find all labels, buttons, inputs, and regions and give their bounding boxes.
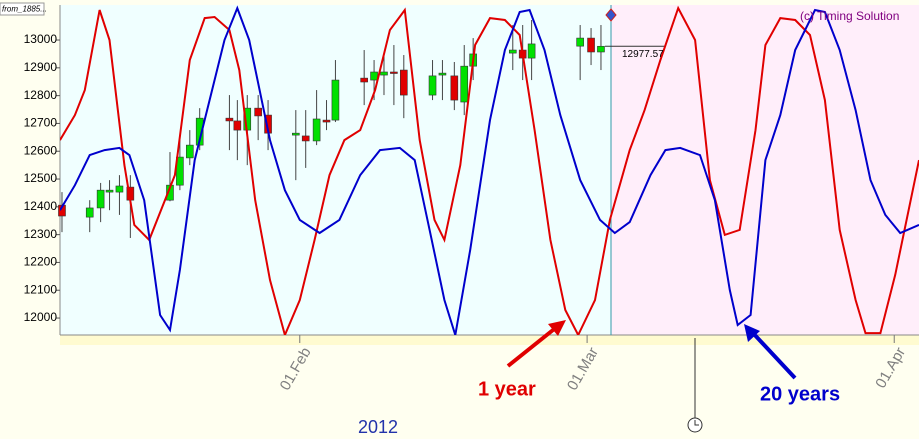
candle-body (587, 37, 595, 53)
y-tick-label: 12800 (24, 88, 58, 102)
candle-body (428, 75, 437, 96)
arrow-head-1-year (548, 320, 566, 336)
candle-body (527, 43, 536, 59)
y-tick-label: 12900 (24, 60, 58, 74)
x-axis-band (60, 335, 919, 345)
y-tick-label: 12000 (24, 310, 58, 324)
candle-body (233, 120, 242, 131)
y-tick-label: 12300 (24, 227, 58, 241)
candle-body (450, 75, 459, 101)
y-tick-label: 12200 (24, 255, 58, 269)
labels: 12977.57 1 year 20 years (478, 49, 840, 405)
candle-body (225, 117, 234, 122)
series-name: 1 year (478, 378, 536, 400)
clock-hands (694, 420, 699, 426)
x-axis-label: 2012 (358, 417, 398, 437)
copyright: (c) Timing Solution (800, 9, 899, 23)
lines (60, 5, 919, 335)
candle-body (597, 45, 605, 53)
candle-body (460, 65, 469, 103)
last-price-label: 12977.57 (622, 49, 664, 60)
y-tick-label: 13000 (24, 32, 58, 46)
series-name: 20 years (760, 383, 840, 405)
candle-body (360, 77, 368, 83)
cycle-line (60, 5, 919, 335)
candle-body (185, 144, 194, 159)
candle-body (105, 189, 114, 193)
candle-body (380, 71, 388, 76)
candle-body (292, 132, 300, 136)
candle-body (301, 135, 310, 142)
candle-body (312, 118, 321, 142)
candle-body (390, 71, 398, 74)
y-tick-label: 12400 (24, 199, 58, 213)
candle-body (438, 72, 447, 76)
y-tick-label: 12500 (24, 171, 58, 185)
y-tick-label: 12700 (24, 116, 58, 130)
history-area (60, 5, 611, 335)
candle-body (254, 107, 262, 117)
candle-body (85, 207, 94, 218)
candle-body (96, 189, 105, 209)
arrow-20-years (750, 330, 797, 380)
cycle-line (60, 5, 919, 335)
candle-body (370, 71, 378, 81)
candles (58, 20, 665, 238)
candle-body (322, 119, 331, 123)
candle-body (399, 69, 408, 96)
arrow-head-20-years (744, 324, 760, 342)
source-tag-box (0, 2, 45, 16)
candle-body (576, 37, 584, 47)
candle-body (508, 49, 517, 54)
candle-body (195, 117, 204, 146)
arrow-1-year (506, 324, 560, 368)
candle-body (331, 79, 340, 121)
y-tick-label: 12100 (24, 282, 58, 296)
y-tick-label: 12600 (24, 143, 58, 157)
now-marker (605, 8, 617, 22)
source-tag: from_1885... (2, 5, 47, 14)
candle-body (115, 185, 124, 193)
